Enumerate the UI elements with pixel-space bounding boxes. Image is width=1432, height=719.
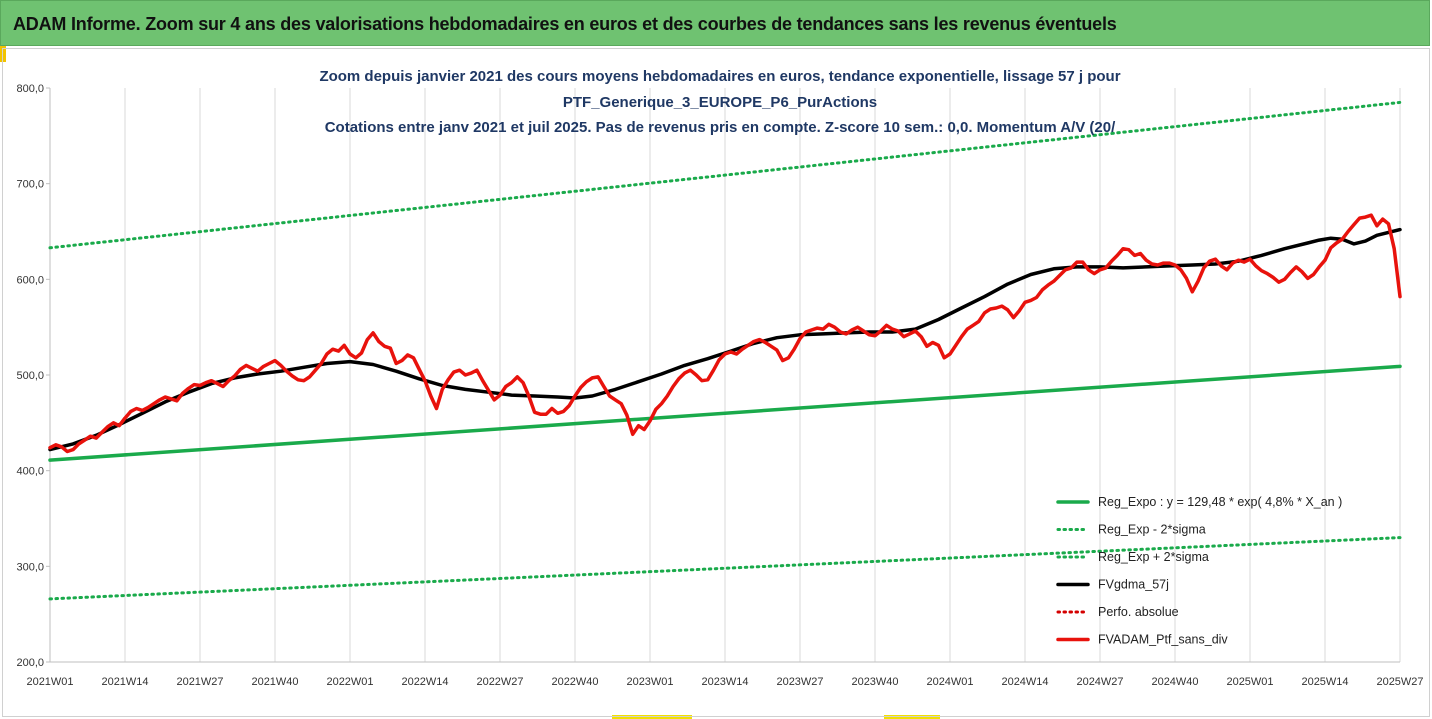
x-tick-label: 2022W14 (401, 676, 448, 688)
y-tick-label: 700,0 (16, 179, 44, 191)
x-tick-label: 2024W01 (926, 676, 973, 688)
chart-title: Zoom depuis janvier 2021 des cours moyen… (319, 68, 1120, 136)
y-tick-label: 500,0 (16, 370, 44, 382)
x-tick-label: 2022W01 (326, 676, 373, 688)
y-tick-label: 800,0 (16, 83, 44, 95)
x-tick-label: 2023W40 (851, 676, 898, 688)
legend-label: Perfo. absolue (1098, 605, 1179, 619)
x-tick-label: 2025W27 (1376, 676, 1423, 688)
legend-label: Reg_Exp - 2*sigma (1098, 523, 1206, 537)
y-tick-label: 300,0 (16, 561, 44, 573)
legend-label: FVgdma_57j (1098, 578, 1169, 592)
legend-label: Reg_Exp + 2*sigma (1098, 550, 1209, 564)
chart-title-line-2: PTF_Generique_3_EUROPE_P6_PurActions (563, 94, 877, 111)
y-tick-label: 200,0 (16, 657, 44, 669)
x-tick-label: 2023W01 (626, 676, 673, 688)
x-tick-label: 2022W40 (551, 676, 598, 688)
accent-bar-bottom-2 (884, 715, 940, 719)
axis-layer: 2021W01 2021W14 2021W27 2021W40 2022W01 2022W… (16, 83, 1423, 688)
x-tick-label: 2025W14 (1301, 676, 1348, 688)
report-banner: ADAM Informe. Zoom sur 4 ans des valoris… (0, 0, 1430, 46)
series-layer (48, 100, 1402, 601)
series-line-5 (48, 213, 1402, 454)
x-tick-label: 2024W27 (1076, 676, 1123, 688)
series-line-0 (48, 364, 1402, 462)
chart-legend: Reg_Expo : y = 129,48 * exp( 4,8% * X_an… (1056, 495, 1342, 647)
x-tick-label: 2021W27 (176, 676, 223, 688)
legend-label: FVADAM_Ptf_sans_div (1098, 633, 1228, 647)
x-tick-label: 2022W27 (476, 676, 523, 688)
x-tick-label: 2024W14 (1001, 676, 1048, 688)
series-line-2 (48, 100, 1402, 250)
x-tick-label: 2021W01 (26, 676, 73, 688)
accent-bar-left (0, 46, 6, 62)
accent-bar-bottom-1 (612, 715, 692, 719)
x-tick-label: 2023W27 (776, 676, 823, 688)
x-tick-label: 2024W40 (1151, 676, 1198, 688)
x-tick-label: 2023W14 (701, 676, 748, 688)
chart-title-line-1: Zoom depuis janvier 2021 des cours moyen… (319, 68, 1120, 85)
legend-label: Reg_Expo : y = 129,48 * exp( 4,8% * X_an… (1098, 495, 1342, 509)
chart-frame (2, 48, 1430, 717)
report-title: ADAM Informe. Zoom sur 4 ans des valoris… (13, 14, 1117, 34)
x-tick-label: 2021W40 (251, 676, 298, 688)
x-tick-label: 2021W14 (101, 676, 148, 688)
y-tick-label: 400,0 (16, 466, 44, 478)
y-tick-label: 600,0 (16, 274, 44, 286)
x-tick-label: 2025W01 (1226, 676, 1273, 688)
chart-title-line-3: Cotations entre janv 2021 et juil 2025. … (325, 119, 1116, 136)
grid-layer (49, 88, 1401, 662)
